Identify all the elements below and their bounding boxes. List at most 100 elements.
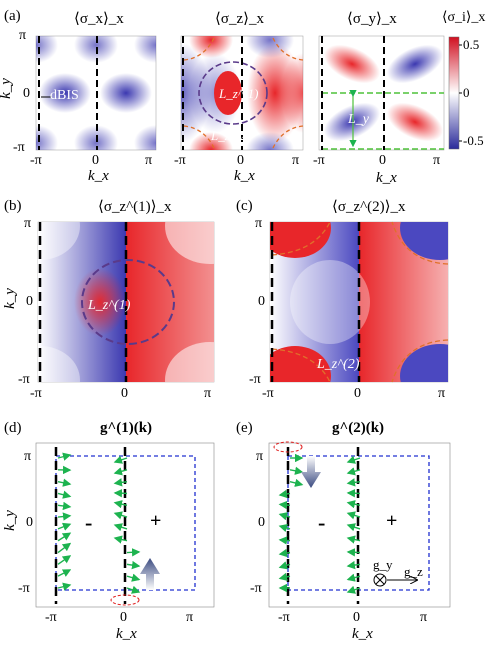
shift-down-arrow xyxy=(301,456,321,488)
gy-into-page-symbol xyxy=(373,573,387,587)
field-arrow xyxy=(346,489,361,498)
annot-lz2-c: L_z^(2) xyxy=(317,357,360,372)
a-ytick-bot: -π xyxy=(13,140,25,155)
a2-xtick-0: -π xyxy=(174,153,186,168)
a3-xlabel: k_x xyxy=(376,170,397,186)
e-ytick-mid: 0 xyxy=(258,515,265,530)
field-arrow xyxy=(57,490,72,499)
field-arrow xyxy=(113,455,128,464)
d-ytick-top: π xyxy=(24,449,32,464)
b-xtick-0: -π xyxy=(30,386,42,401)
e-xtick-1: 0 xyxy=(353,610,360,625)
panel-b-plot xyxy=(37,221,215,383)
field-arrow xyxy=(346,455,361,464)
field-arrow xyxy=(126,585,141,594)
d-sign-minus: - xyxy=(85,510,93,535)
e-gz-label: g_z xyxy=(404,564,423,579)
b-xtick-1: 0 xyxy=(121,386,128,401)
field-arrow xyxy=(346,478,361,487)
panel-b-title: ⟨σ_z^(1)⟩_x xyxy=(98,199,172,215)
field-arrow xyxy=(278,548,291,558)
vector-field-left-e xyxy=(278,453,304,593)
vector-field-mid-e xyxy=(346,455,361,594)
field-arrow xyxy=(113,511,128,520)
d-ylabel: k_y xyxy=(1,510,18,531)
panel-e-plot xyxy=(268,441,451,608)
panel-e-title: g^(2)(k) xyxy=(332,420,385,436)
field-arrow xyxy=(57,478,72,487)
e-xtick-0: -π xyxy=(278,610,290,625)
field-arrow xyxy=(346,585,361,594)
e-ytick-bot: -π xyxy=(250,581,262,596)
field-arrow xyxy=(278,572,291,581)
c-ytick-mid: 0 xyxy=(258,294,265,309)
e-sign-plus: + xyxy=(386,510,398,532)
d-ytick-bot: -π xyxy=(18,581,30,596)
panel-e-label: (e) xyxy=(236,420,253,436)
a1-xtick-0: -π xyxy=(30,153,42,168)
b-xtick-2: π xyxy=(204,386,212,401)
panel-b-label: (b) xyxy=(4,198,22,214)
field-arrow xyxy=(289,466,304,475)
a-ytick-mid: 0 xyxy=(23,86,30,101)
a2-xlabel: k_x xyxy=(234,168,255,184)
field-arrow xyxy=(278,561,291,570)
field-arrow xyxy=(57,569,72,577)
shift-up-arrow xyxy=(140,558,160,590)
annot-lz2-a: L_z^(2) xyxy=(211,128,251,143)
crossing-ellipse xyxy=(273,441,303,453)
panel-a-plot3 xyxy=(318,35,445,151)
panel-d-title: g^(1)(k) xyxy=(100,420,153,436)
panel-a-plot2 xyxy=(180,35,304,151)
vector-field-mid-d xyxy=(113,455,141,594)
panel-d-plot xyxy=(35,442,215,608)
field-arrow xyxy=(57,522,72,531)
a1-xtick-1: 0 xyxy=(92,153,99,168)
colorbar-title: ⟨σ_i⟩_x xyxy=(442,10,486,25)
field-arrow xyxy=(126,560,141,570)
panel-a-title-sz: ⟨σ_z⟩_x xyxy=(215,11,264,27)
field-arrow xyxy=(346,535,361,544)
d-xtick-0: -π xyxy=(45,610,57,625)
annot-lz1-b: L_z^(1) xyxy=(88,298,131,313)
b-ytick-mid: 0 xyxy=(26,294,33,309)
field-arrow xyxy=(113,535,128,544)
field-arrow xyxy=(278,536,291,545)
field-arrow xyxy=(113,500,128,509)
field-arrow xyxy=(126,548,141,557)
e-xlabel: k_x xyxy=(352,626,373,642)
vector-field-left-d xyxy=(57,452,72,591)
crossing-ellipse xyxy=(110,594,140,606)
e-xtick-2: π xyxy=(420,610,428,625)
c-ytick-top: π xyxy=(255,216,263,231)
d-xtick-1: 0 xyxy=(120,610,127,625)
field-arrow xyxy=(346,511,361,520)
panel-a-title-sy: ⟨σ_y⟩_x xyxy=(347,11,397,27)
b-ylabel: k_y xyxy=(1,288,18,309)
a-ytick-top: π xyxy=(19,28,27,43)
e-sign-minus: - xyxy=(318,510,326,535)
field-arrow xyxy=(57,512,72,521)
colorbar-tick-mid: 0 xyxy=(463,85,470,100)
colorbar-tick-top: 0.5 xyxy=(463,37,480,52)
field-arrow xyxy=(278,523,291,533)
field-arrow xyxy=(346,523,361,532)
a1-xlabel: k_x xyxy=(88,168,109,184)
c-xtick-2: π xyxy=(438,386,446,401)
field-arrow xyxy=(278,489,291,499)
field-arrow xyxy=(278,512,291,521)
field-arrow xyxy=(57,501,72,511)
panel-c-title: ⟨σ_z^(2)⟩_x xyxy=(332,199,406,215)
b-ytick-top: π xyxy=(24,216,32,231)
d-xlabel: k_x xyxy=(116,626,137,642)
a3-xtick-1: 0 xyxy=(379,153,386,168)
panel-d-label: (d) xyxy=(4,420,22,436)
panel-c-label: (c) xyxy=(236,198,253,214)
d-ytick-mid: 0 xyxy=(26,515,33,530)
field-arrow xyxy=(289,478,304,488)
field-arrow xyxy=(57,555,72,565)
panel-a-plot1 xyxy=(35,35,157,151)
field-arrow xyxy=(346,548,361,557)
a-ylabel: k_y xyxy=(0,78,14,99)
field-arrow xyxy=(113,523,128,532)
